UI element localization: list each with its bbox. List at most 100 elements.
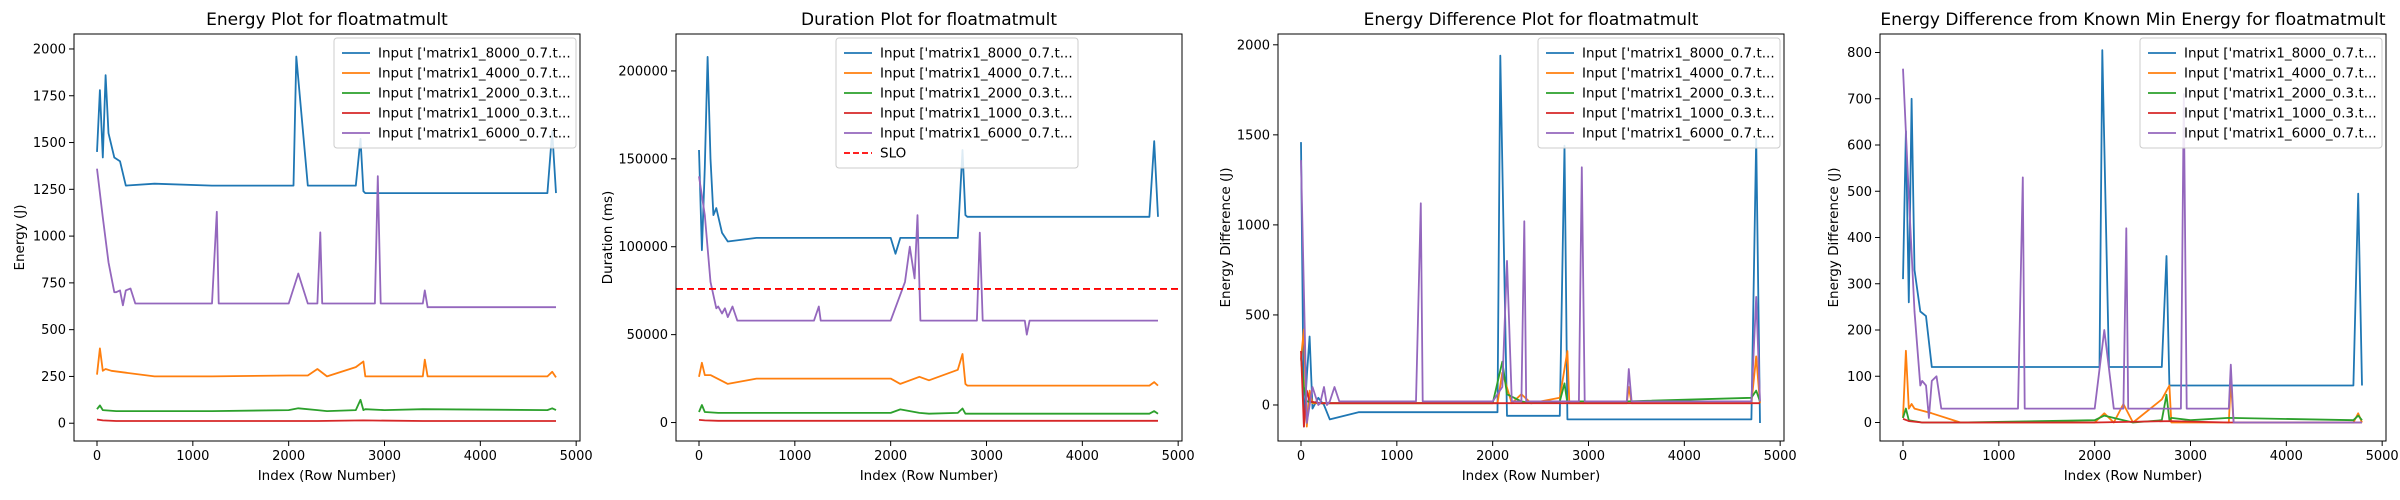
y-tick-label: 1500: [33, 136, 66, 151]
legend-label: Input ['matrix1_2000_0.3.t...: [1582, 86, 1775, 102]
series-group: [96, 55, 557, 422]
y-tick-label: 0: [1864, 416, 1872, 431]
series-line-2: [96, 347, 557, 378]
legend-label: Input ['matrix1_4000_0.7.t...: [378, 66, 571, 82]
y-axis-label: Duration (ms): [600, 191, 616, 285]
x-axis-label: Index (Row Number): [258, 468, 397, 484]
legend-label: Input ['matrix1_6000_0.7.t...: [378, 126, 571, 142]
y-tick-label: 150000: [618, 152, 668, 167]
series-line-5: [1902, 68, 2362, 424]
x-tick-label: 4000: [1668, 449, 1701, 464]
y-tick-label: 0: [1262, 398, 1270, 413]
series-line-5: [698, 176, 1158, 336]
chart-title: Duration Plot for floatmatmult: [801, 10, 1057, 30]
x-tick-label: 4000: [2270, 449, 2303, 464]
y-axis-label: Energy Difference (J): [1218, 168, 1234, 308]
x-tick-label: 2000: [272, 449, 305, 464]
x-tick-label: 5000: [2366, 449, 2399, 464]
x-tick-label: 5000: [1162, 449, 1195, 464]
legend-label: Input ['matrix1_4000_0.7.t...: [2184, 66, 2377, 82]
legend-label: Input ['matrix1_6000_0.7.t...: [1582, 126, 1775, 142]
legend: Input ['matrix1_8000_0.7.t... Input ['mat…: [2139, 37, 2383, 149]
y-tick-label: 500: [41, 323, 66, 338]
y-tick-label: 500: [1847, 185, 1872, 200]
y-tick-label: 0: [58, 417, 66, 432]
legend-label: Input ['matrix1_4000_0.7.t...: [880, 66, 1073, 82]
chart-panel-2: Duration Plot for floatmatmult 0 1000 2000 3…: [600, 10, 1195, 484]
chart-title: Energy Difference from Known Min Energy …: [1880, 10, 2385, 30]
series-line-5: [96, 168, 556, 309]
legend-label: Input ['matrix1_2000_0.3.t...: [378, 86, 571, 102]
series-line-3: [698, 404, 1159, 415]
legend-label: SLO: [880, 146, 906, 162]
series-line-4: [698, 419, 1158, 422]
legend-label: Input ['matrix1_8000_0.7.t...: [378, 46, 571, 62]
y-tick-label: 1250: [33, 183, 66, 198]
y-axis-label: Energy Difference (J): [1826, 168, 1842, 308]
x-tick-label: 1000: [1982, 449, 2015, 464]
x-tick-label: 4000: [1066, 449, 1099, 464]
legend-label: Input ['matrix1_1000_0.3.t...: [2184, 106, 2377, 122]
y-tick-label: 500: [1245, 308, 1270, 323]
chart-panel-1: Energy Plot for floatmatmult 0 1000 2000 300…: [12, 10, 593, 484]
y-tick-label: 1500: [1237, 128, 1270, 143]
legend-box: [835, 37, 1079, 169]
series-group: [676, 56, 1182, 422]
legend-label: Input ['matrix1_2000_0.3.t...: [880, 86, 1073, 102]
legend-label: Input ['matrix1_1000_0.3.t...: [1582, 106, 1775, 122]
legend: Input ['matrix1_8000_0.7.t... Input ['mat…: [1537, 37, 1781, 149]
series-line-3: [1300, 358, 1761, 405]
legend-box: [1537, 37, 1781, 149]
y-tick-label: 600: [1847, 139, 1872, 154]
legend-label: Input ['matrix1_8000_0.7.t...: [880, 46, 1073, 62]
y-tick-label: 200000: [618, 64, 668, 79]
series-line-1: [698, 56, 1159, 255]
x-tick-label: 1000: [778, 449, 811, 464]
x-tick-label: 2000: [874, 449, 907, 464]
chart-panel-4: Energy Difference from Known Min Energy …: [1826, 10, 2399, 484]
legend-box: [333, 37, 577, 149]
x-axis-label: Index (Row Number): [1462, 468, 1601, 484]
x-axis-label: Index (Row Number): [2064, 468, 2203, 484]
y-tick-label: 1000: [1237, 218, 1270, 233]
y-tick-label: 2000: [33, 42, 66, 57]
y-tick-label: 2000: [1237, 38, 1270, 53]
y-axis-label: Energy (J): [12, 204, 28, 270]
x-tick-label: 3000: [970, 449, 1003, 464]
series-line-2: [1902, 349, 2363, 424]
legend-label: Input ['matrix1_8000_0.7.t...: [1582, 46, 1775, 62]
legend-label: Input ['matrix1_1000_0.3.t...: [880, 106, 1073, 122]
y-tick-label: 300: [1847, 277, 1872, 292]
y-tick-label: 750: [41, 276, 66, 291]
series-line-1: [1902, 49, 2363, 387]
axes-frame: [675, 33, 1183, 442]
series-line-1: [96, 55, 557, 195]
legend-label: Input ['matrix1_4000_0.7.t...: [1582, 66, 1775, 82]
x-tick-label: 5000: [1764, 449, 1797, 464]
x-tick-label: 1000: [1380, 449, 1413, 464]
chart-panel-3: Energy Difference Plot for floatmatmult 0…: [1218, 10, 1797, 484]
series-line-1: [1300, 54, 1761, 428]
x-axis-label: Index (Row Number): [860, 468, 999, 484]
axes-frame: [1277, 33, 1785, 442]
legend: Input ['matrix1_8000_0.7.t... Input ['mat…: [333, 37, 577, 149]
y-tick-label: 250: [41, 370, 66, 385]
legend-label: Input ['matrix1_8000_0.7.t...: [2184, 46, 2377, 62]
y-tick-label: 1000: [33, 230, 66, 245]
x-tick-label: 2000: [2078, 449, 2111, 464]
legend: Input ['matrix1_8000_0.7.t... Input ['mat…: [835, 37, 1079, 169]
x-tick-label: 4000: [464, 449, 497, 464]
x-tick-label: 1000: [176, 449, 209, 464]
y-tick-label: 1750: [33, 89, 66, 104]
x-tick-label: 0: [1297, 449, 1305, 464]
series-line-5: [1300, 160, 1761, 424]
axes-frame: [73, 33, 581, 442]
x-tick-label: 3000: [368, 449, 401, 464]
series-group: [1902, 49, 2363, 424]
x-tick-label: 3000: [1572, 449, 1605, 464]
series-group: [1300, 54, 1761, 428]
y-tick-label: 200: [1847, 324, 1872, 339]
series-line-4: [96, 418, 556, 422]
legend-label: Input ['matrix1_2000_0.3.t...: [2184, 86, 2377, 102]
